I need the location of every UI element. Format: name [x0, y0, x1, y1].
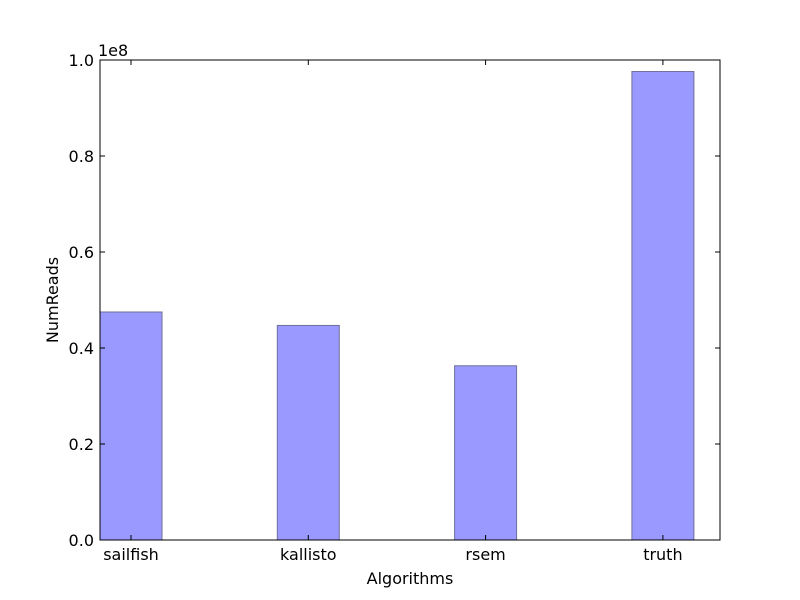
y-scale-label: 1e8	[98, 41, 128, 60]
y-tick-label-1: 0.2	[69, 435, 94, 454]
bar-kallisto	[276, 324, 340, 541]
bar-sailfish	[99, 311, 163, 541]
y-ticks-group: 0.0 0.2 0.4 0.6 0.8 1.0	[69, 51, 720, 550]
bar-rsem	[454, 365, 518, 541]
x-tick-label-kallisto: kallisto	[280, 545, 337, 564]
x-tick-label-truth: truth	[643, 545, 682, 564]
y-tick-label-4: 0.8	[69, 147, 94, 166]
y-tick-label-2: 0.4	[69, 339, 94, 358]
x-ticks-group: sailfish kallisto rsem truth	[103, 60, 683, 564]
x-tick-label-sailfish: sailfish	[103, 545, 159, 564]
y-axis-label: NumReads	[43, 257, 62, 343]
x-tick-label-rsem: rsem	[465, 545, 505, 564]
y-tick-label-3: 0.6	[69, 243, 94, 262]
x-axis-label: Algorithms	[367, 569, 454, 588]
plot-frame	[99, 59, 721, 541]
bar-truth	[631, 71, 695, 541]
y-tick-label-5: 1.0	[69, 51, 94, 70]
y-tick-label-0: 0.0	[69, 531, 94, 550]
bars-group	[99, 71, 695, 541]
